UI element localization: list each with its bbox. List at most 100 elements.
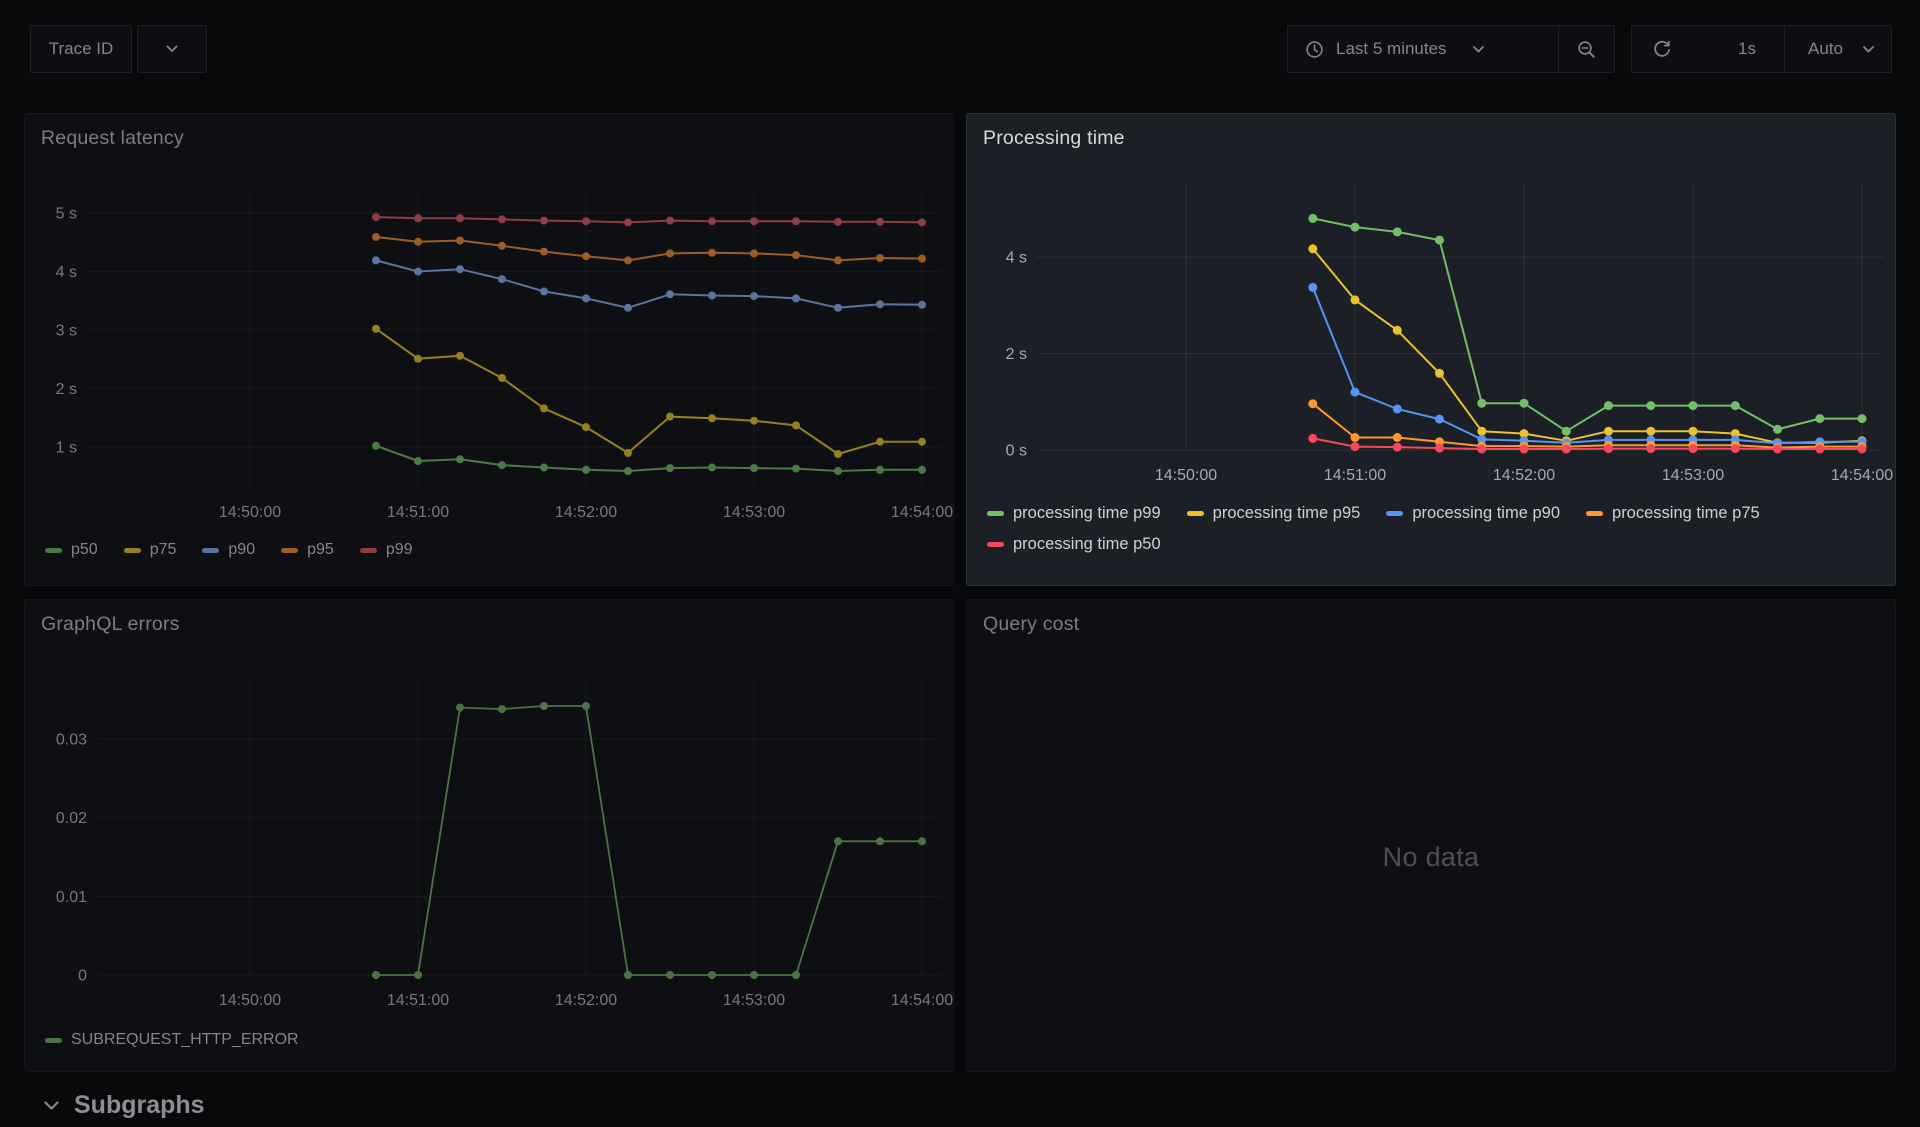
legend-item-p50[interactable]: p50 (45, 541, 98, 559)
data-point (1857, 414, 1867, 424)
legend-marker (45, 1037, 62, 1043)
legend-item-subrequest-http-error[interactable]: SUBREQUEST_HTTP_ERROR (45, 1031, 299, 1049)
data-point (1815, 414, 1825, 424)
legend-item-p99[interactable]: p99 (359, 541, 413, 559)
data-point (1604, 426, 1613, 436)
data-point (1477, 444, 1487, 454)
y-tick-label: 2 s (56, 381, 77, 398)
data-point (1519, 398, 1529, 408)
data-point (1308, 213, 1318, 223)
data-point (1688, 401, 1698, 411)
y-tick-label: 0.01 (56, 889, 87, 906)
data-point (792, 971, 800, 979)
data-point (834, 303, 842, 312)
data-point (1730, 401, 1740, 411)
data-point (414, 354, 422, 363)
legend-label: processing time p50 (1013, 535, 1161, 553)
legend-marker (45, 547, 62, 553)
legend-item-p75[interactable]: p75 (123, 541, 176, 559)
data-point (750, 971, 758, 979)
x-tick-label: 14:54:00 (891, 504, 953, 521)
variable-trace-id-button[interactable]: Trace ID (30, 25, 132, 73)
panel-title[interactable]: Query cost (983, 613, 1080, 635)
y-tick-label: 4 s (1006, 250, 1027, 267)
variable-dropdown-button[interactable] (137, 25, 207, 73)
data-point (666, 412, 674, 421)
series-line-p99 (375, 216, 923, 224)
data-point (372, 971, 380, 979)
panel-title[interactable]: Processing time (983, 127, 1125, 149)
legend-item-p90[interactable]: p90 (202, 541, 255, 559)
data-point (708, 291, 716, 300)
refresh-button[interactable]: 1s (1632, 26, 1784, 72)
data-point (1392, 404, 1402, 414)
panel-query-cost: Query cost No data (966, 599, 1896, 1072)
data-point (1350, 433, 1360, 442)
legend-item-processing-time-p95[interactable]: processing time p95 (1186, 504, 1360, 523)
data-point (582, 294, 590, 303)
legend-item-processing-time-p50[interactable]: processing time p50 (987, 535, 1161, 554)
data-point (1519, 429, 1529, 439)
refresh-mode-label: Auto (1808, 39, 1843, 58)
data-point (456, 236, 464, 245)
section-subgraphs-toggle[interactable]: Subgraphs (44, 1091, 205, 1120)
data-point (792, 217, 800, 226)
data-point (498, 215, 506, 224)
data-point (1477, 398, 1487, 408)
data-point (1561, 444, 1571, 454)
data-point (1815, 444, 1825, 454)
data-point (876, 217, 884, 226)
legend-label: p99 (385, 541, 413, 558)
legend-label: processing time p90 (1412, 504, 1561, 522)
data-point (540, 287, 548, 296)
data-point (456, 455, 464, 464)
legend-item-p95[interactable]: p95 (281, 541, 334, 559)
legend-label: p50 (71, 541, 98, 558)
series-line-processing-time-p75 (1311, 402, 1863, 449)
data-point (1604, 401, 1613, 411)
panel-title[interactable]: Request latency (41, 127, 184, 149)
data-point (708, 217, 716, 226)
data-point (1646, 401, 1656, 411)
data-point (414, 237, 422, 246)
data-point (1519, 444, 1529, 454)
data-point (1646, 426, 1656, 436)
data-point (540, 216, 548, 225)
refresh-icon (1654, 40, 1670, 57)
data-point (834, 256, 842, 265)
clock-icon (1306, 40, 1323, 58)
data-point (1477, 426, 1487, 436)
data-point (750, 416, 758, 425)
data-point (372, 324, 380, 333)
zoom-out-button[interactable] (1558, 26, 1614, 72)
data-point (750, 292, 758, 301)
x-tick-label: 14:54:00 (891, 992, 953, 1009)
graphql-errors-chart: 0.03 0.02 0.01 0 14:50:00 14:51:00 14:52:00 14:… (56, 675, 953, 1009)
data-point (666, 971, 674, 979)
chevron-down-icon (44, 1101, 59, 1110)
data-point (1350, 387, 1360, 397)
data-point (1308, 282, 1318, 292)
y-tick-label: 0 (78, 968, 87, 985)
legend-item-processing-time-p99[interactable]: processing time p99 (987, 504, 1161, 523)
legend-label: processing time p99 (1013, 504, 1161, 522)
panel-title[interactable]: GraphQL errors (41, 613, 180, 635)
data-point (666, 249, 674, 258)
data-point (414, 267, 422, 276)
data-point (582, 465, 590, 474)
time-range-button[interactable]: Last 5 minutes (1288, 26, 1558, 72)
x-tick-label: 14:50:00 (1155, 467, 1217, 484)
refresh-mode-dropdown[interactable]: Auto (1784, 26, 1891, 72)
x-tick-label: 14:53:00 (1662, 467, 1724, 484)
data-point (666, 290, 674, 299)
legend-marker (359, 547, 377, 553)
legend-item-processing-time-p75[interactable]: processing time p75 (1586, 504, 1760, 523)
data-point (918, 218, 926, 227)
data-point (834, 837, 842, 846)
graphql-errors-legend: SUBREQUEST_HTTP_ERROR (45, 1031, 299, 1049)
series-line-p90 (375, 259, 923, 309)
legend-item-processing-time-p90[interactable]: processing time p90 (1386, 504, 1560, 523)
y-tick-label: 2 s (1006, 346, 1027, 363)
data-point (498, 705, 506, 714)
data-point (1392, 227, 1402, 237)
